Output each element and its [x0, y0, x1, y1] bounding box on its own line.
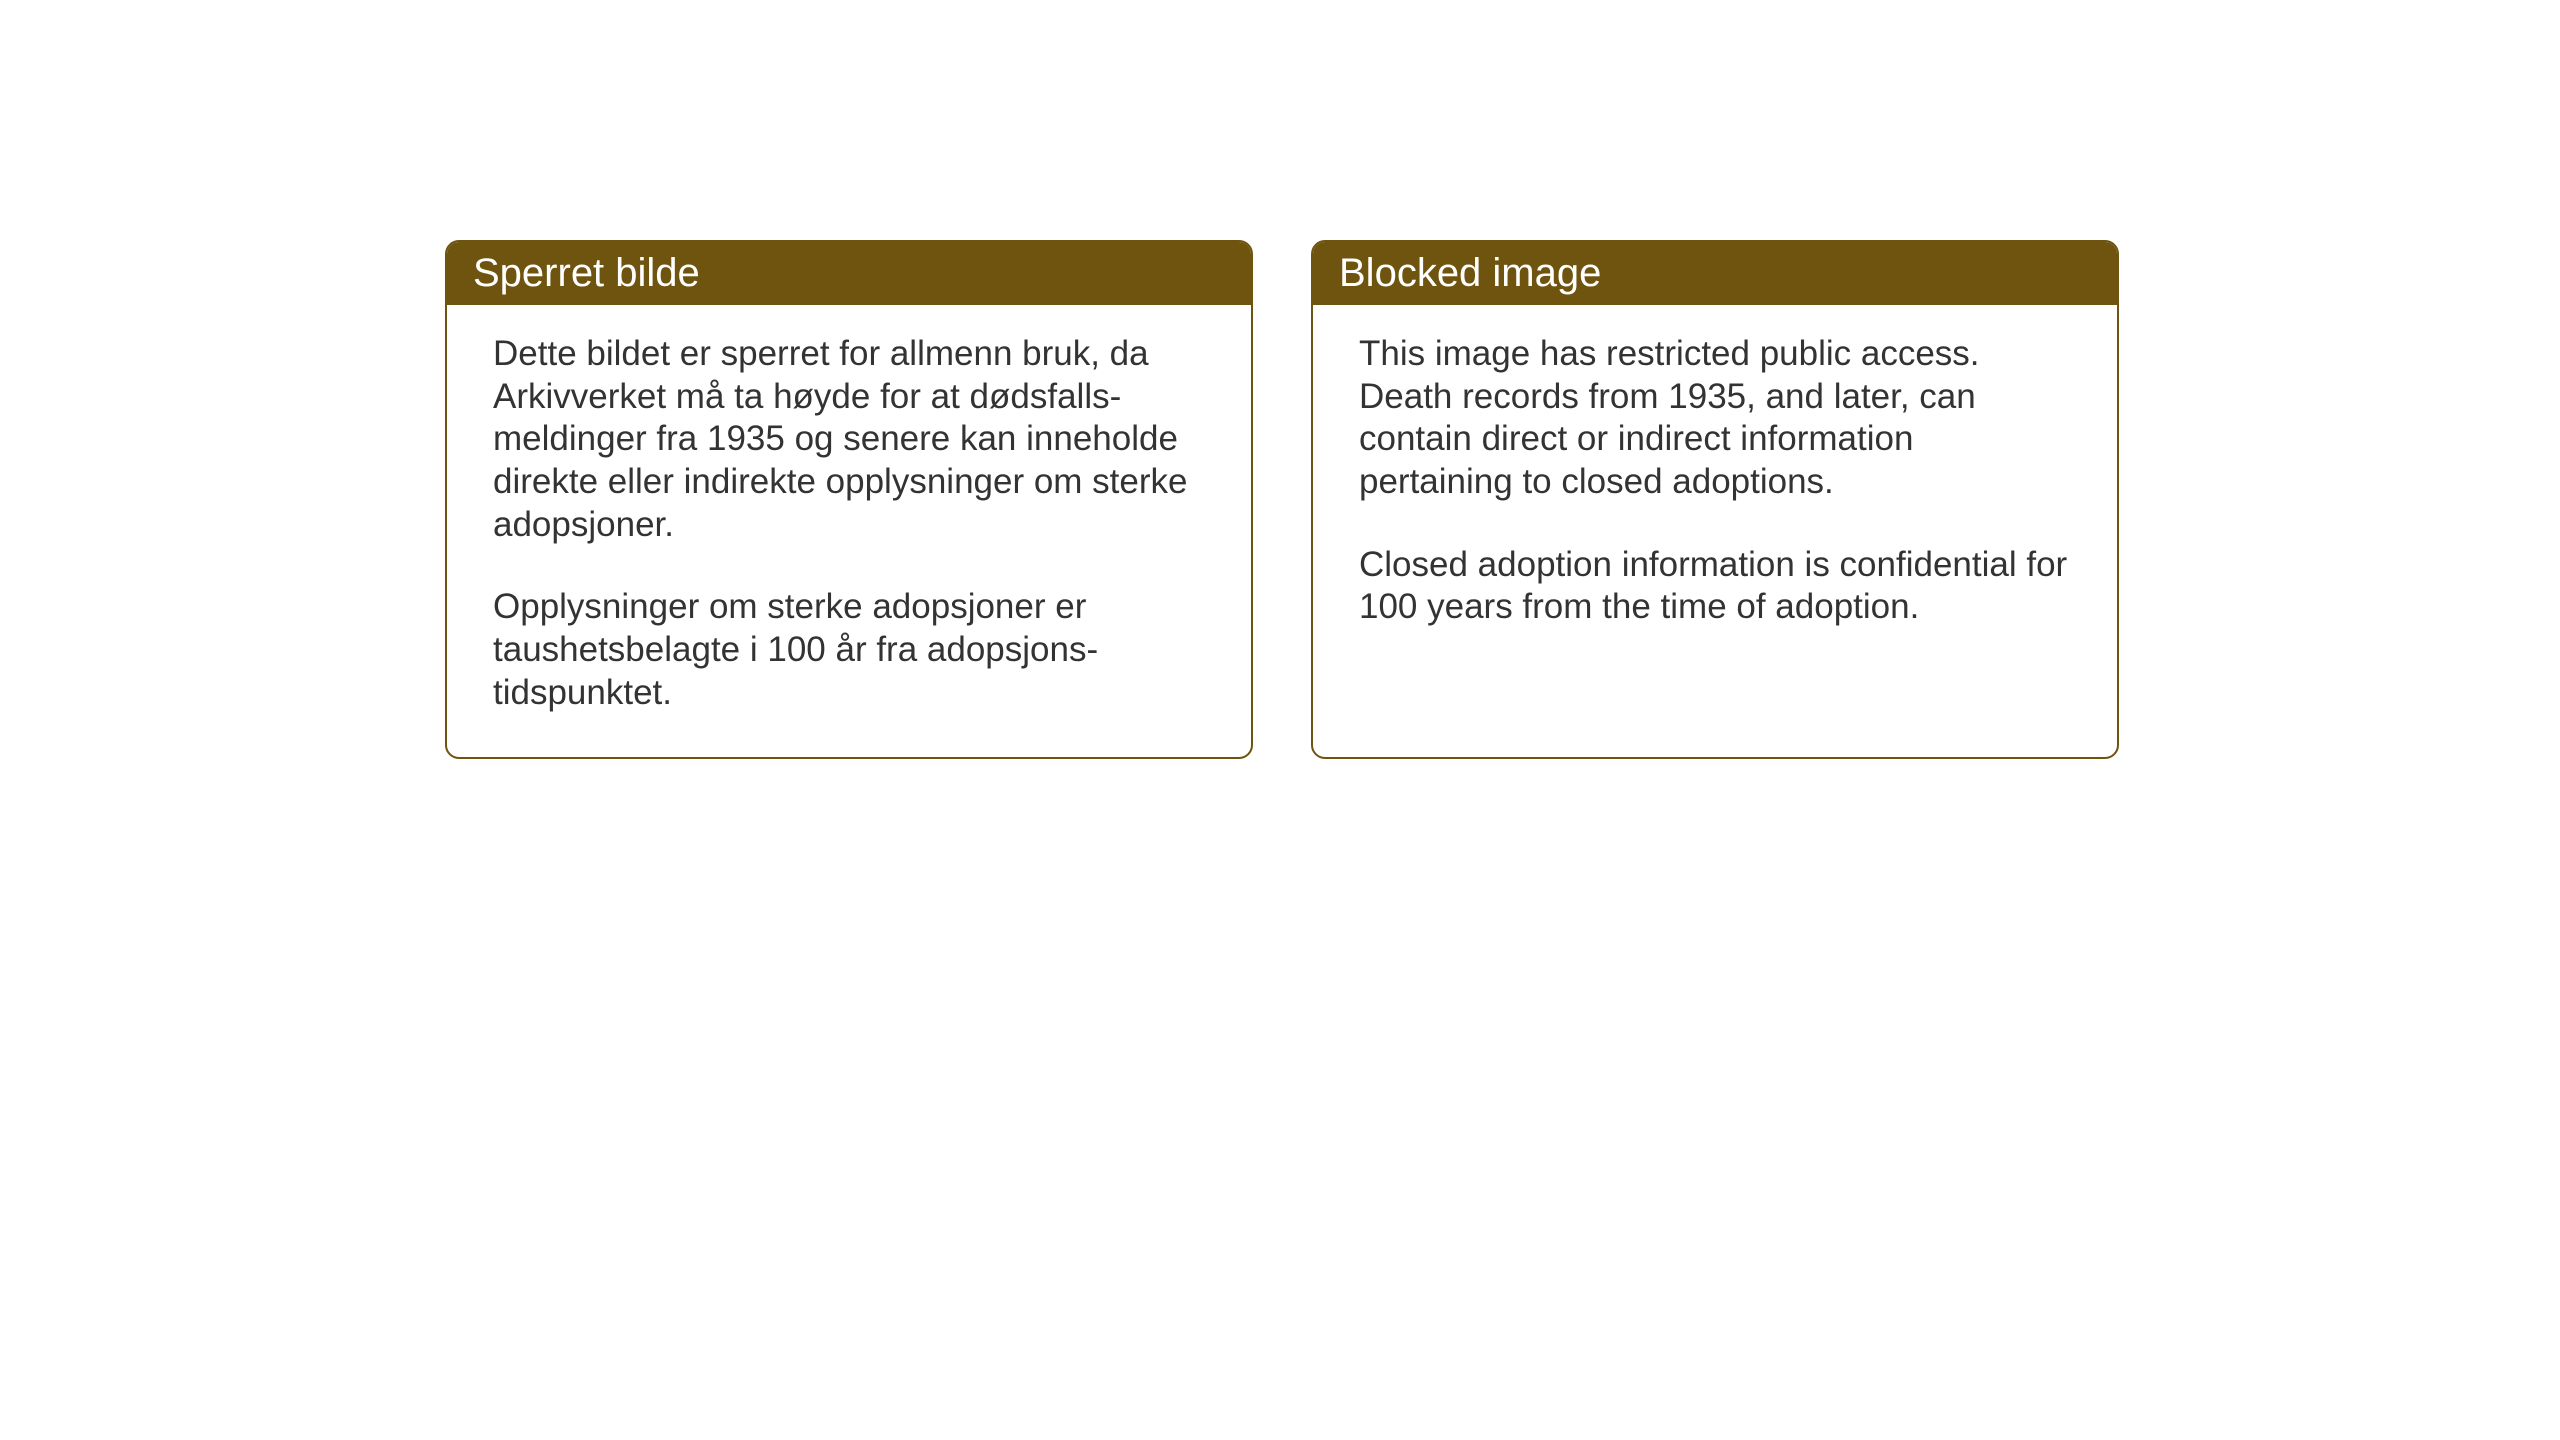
- notice-box-english: Blocked image This image has restricted …: [1311, 240, 2119, 759]
- notice-paragraph-1-norwegian: Dette bildet er sperret for allmenn bruk…: [493, 333, 1205, 546]
- notice-body-norwegian: Dette bildet er sperret for allmenn bruk…: [447, 305, 1251, 757]
- notices-container: Sperret bilde Dette bildet er sperret fo…: [445, 240, 2119, 759]
- notice-paragraph-1-english: This image has restricted public access.…: [1359, 333, 2071, 504]
- notice-box-norwegian: Sperret bilde Dette bildet er sperret fo…: [445, 240, 1253, 759]
- notice-paragraph-2-norwegian: Opplysninger om sterke adopsjoner er tau…: [493, 586, 1205, 714]
- notice-title-norwegian: Sperret bilde: [473, 251, 700, 295]
- notice-header-norwegian: Sperret bilde: [447, 242, 1251, 305]
- notice-header-english: Blocked image: [1313, 242, 2117, 305]
- notice-paragraph-2-english: Closed adoption information is confident…: [1359, 544, 2071, 629]
- notice-title-english: Blocked image: [1339, 251, 1601, 295]
- notice-body-english: This image has restricted public access.…: [1313, 305, 2117, 671]
